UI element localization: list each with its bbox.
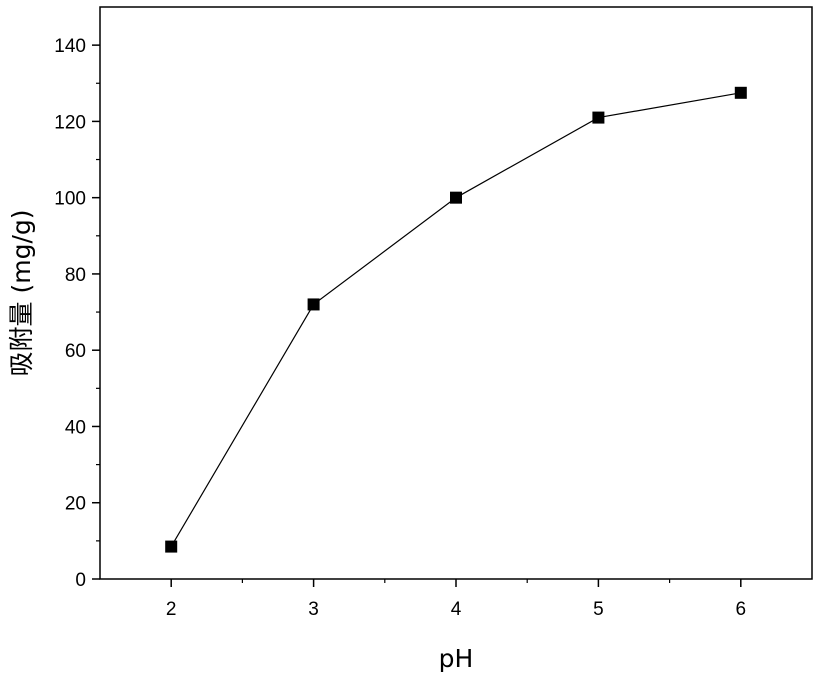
x-tick-label: 6 [736, 599, 747, 620]
y-tick-label: 140 [54, 36, 86, 57]
y-tick-label: 100 [54, 189, 86, 210]
y-tick-label: 40 [65, 417, 86, 438]
x-axis-title: pH [439, 644, 474, 673]
series-line [170, 92, 741, 547]
plot-frame [99, 6, 813, 580]
y-axis-title: 吸附量 (mg/g) [7, 210, 36, 377]
x-tick-label: 5 [593, 599, 604, 620]
y-tick-label: 20 [65, 494, 86, 515]
data-point-marker [307, 298, 320, 311]
x-tick-label: 2 [166, 599, 177, 620]
x-axis: 2 3 4 5 6 [166, 579, 746, 620]
data-point-marker [734, 86, 747, 99]
x-tick-label: 4 [451, 599, 462, 620]
data-point-marker [165, 540, 178, 553]
y-tick-label: 60 [65, 341, 86, 362]
plot-area-border [99, 6, 813, 580]
y-tick-label: 0 [75, 570, 86, 591]
data-series [165, 86, 747, 553]
y-tick-label: 120 [54, 112, 86, 133]
x-tick-label: 3 [308, 599, 319, 620]
data-point-marker [450, 191, 462, 204]
y-axis: 0 20 40 60 80 100 120 140 [54, 36, 100, 591]
data-point-marker [592, 111, 605, 124]
y-tick-label: 80 [65, 265, 86, 286]
